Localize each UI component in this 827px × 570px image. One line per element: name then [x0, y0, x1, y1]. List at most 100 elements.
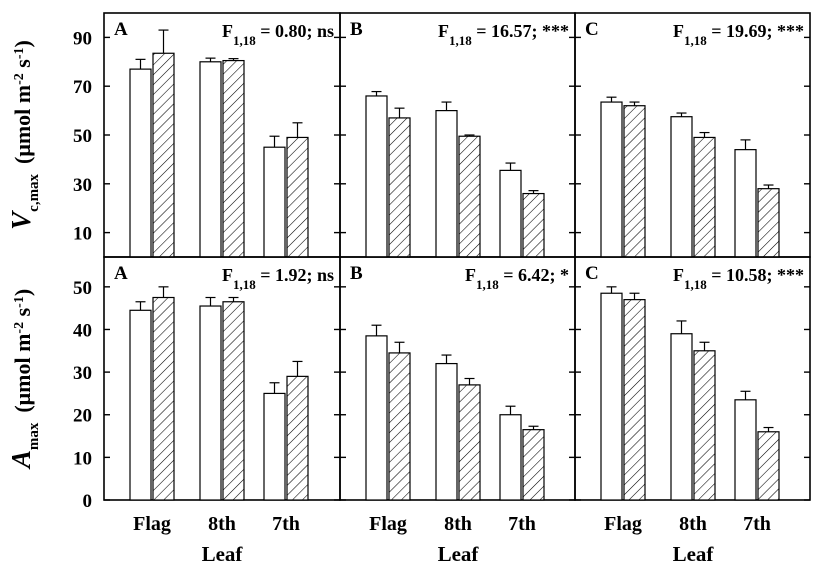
stat-prefix: F [438, 21, 449, 41]
bar-amax-1-open-2 [499, 414, 522, 501]
ylabel-close: ) [10, 40, 35, 47]
ytick-label-amax: 30 [73, 363, 92, 384]
ytick-label-vcmax: 90 [73, 28, 92, 49]
bar-vcmax-0-hatched-1 [222, 59, 245, 258]
bar-amax-2-open-2 [734, 399, 757, 501]
bar-vcmax-2-hatched-1 [693, 136, 716, 258]
bar-vcmax-1-hatched-2 [522, 192, 545, 258]
stat-subscript: 1,18 [233, 33, 256, 48]
bar-amax-2-hatched-2 [757, 431, 780, 501]
ylabel-symbol: V [6, 210, 36, 230]
ytick-label-amax: 40 [73, 320, 92, 341]
ytick-label-vcmax: 50 [73, 126, 92, 147]
bar-vcmax-1-hatched-1 [458, 135, 481, 258]
bar-amax-2-open-0 [600, 292, 623, 501]
stat-prefix: F [222, 21, 233, 41]
stat-suffix: = 10.58; *** [707, 265, 804, 285]
bar-vcmax-1-hatched-0 [388, 117, 411, 258]
x-category-label-0-0: Flag [133, 513, 171, 535]
stat-prefix: F [673, 21, 684, 41]
stat-suffix: = 1.92; ns [256, 265, 334, 285]
panel-label-amax-0: A [114, 263, 128, 284]
stat-subscript: 1,18 [476, 277, 499, 292]
bar-amax-2-hatched-0 [623, 299, 646, 501]
ylabel-exp2: -1 [12, 296, 27, 308]
bar-vcmax-0-open-0 [129, 68, 152, 258]
stat-annotation-amax-1: F1,18 = 6.42; * [465, 265, 569, 292]
bar-vcmax-2-hatched-0 [623, 105, 646, 258]
ytick-label-vcmax: 30 [73, 175, 92, 196]
ylabel-mid: s [10, 307, 35, 322]
ytick-label-amax: 20 [73, 406, 92, 427]
stat-subscript: 1,18 [233, 277, 256, 292]
x-category-label-1-0: Flag [369, 513, 407, 535]
bar-amax-1-open-1 [435, 362, 458, 501]
stat-subscript: 1,18 [684, 33, 707, 48]
x-category-label-2-0: Flag [604, 513, 642, 535]
bar-vcmax-0-hatched-2 [286, 136, 309, 258]
panel-label-vcmax-0: A [114, 19, 128, 40]
panel-label-vcmax-2: C [585, 19, 599, 40]
x-category-label-2-2: 7th [743, 513, 771, 535]
bar-vcmax-1-open-1 [435, 109, 458, 258]
x-category-label-1-2: 7th [508, 513, 536, 535]
ylabel-symbol: A [6, 450, 36, 470]
panel-label-amax-1: B [350, 263, 363, 284]
bar-amax-1-hatched-1 [458, 384, 481, 501]
bar-amax-1-hatched-2 [522, 429, 545, 501]
stat-annotation-vcmax-1: F1,18 = 16.57; *** [438, 21, 569, 48]
bar-amax-0-open-0 [129, 309, 152, 501]
panel-label-vcmax-1: B [350, 19, 363, 40]
stat-annotation-amax-0: F1,18 = 1.92; ns [222, 265, 334, 292]
bar-vcmax-2-open-1 [670, 116, 693, 258]
stat-prefix: F [465, 265, 476, 285]
x-axis-label-0: Leaf [202, 542, 244, 566]
y-axis-label-amax: Amax (μmol m-2 s-1) [6, 289, 42, 470]
ytick-label-amax: 50 [73, 278, 92, 299]
bar-amax-2-open-1 [670, 333, 693, 501]
ylabel-exp1: -2 [12, 73, 27, 85]
y-axis-label-vcmax: Vc,max (μmol m-2 s-1) [6, 40, 42, 230]
x-category-label-0-2: 7th [272, 513, 300, 535]
ytick-label-vcmax: 10 [73, 224, 92, 245]
bar-vcmax-0-hatched-0 [152, 52, 175, 258]
bar-vcmax-2-open-2 [734, 149, 757, 258]
ylabel-exp1: -2 [12, 322, 27, 334]
ytick-label-amax: 0 [83, 491, 93, 512]
bar-vcmax-1-open-0 [365, 95, 388, 258]
stat-suffix: = 6.42; * [499, 265, 569, 285]
x-category-label-0-1: 8th [208, 513, 236, 535]
x-axis-label-1: Leaf [438, 542, 480, 566]
ylabel-exp2: -1 [12, 47, 27, 59]
ytick-label-amax: 10 [73, 448, 92, 469]
x-category-label-2-1: 8th [679, 513, 707, 535]
stat-annotation-vcmax-2: F1,18 = 19.69; *** [673, 21, 804, 48]
x-category-label-1-1: 8th [444, 513, 472, 535]
ylabel-subscript: max [26, 422, 42, 450]
stat-prefix: F [673, 265, 684, 285]
ylabel-units: (μmol m [10, 85, 35, 164]
stat-annotation-amax-2: F1,18 = 10.58; *** [673, 265, 804, 292]
stat-suffix: = 19.69; *** [707, 21, 804, 41]
bar-amax-1-open-0 [365, 335, 388, 501]
bar-vcmax-1-open-2 [499, 169, 522, 258]
bar-amax-1-hatched-0 [388, 352, 411, 501]
ylabel-close: ) [10, 289, 35, 296]
stat-subscript: 1,18 [684, 277, 707, 292]
stat-annotation-vcmax-0: F1,18 = 0.80; ns [222, 21, 334, 48]
ylabel-subscript: c,max [26, 173, 42, 211]
stat-subscript: 1,18 [449, 33, 472, 48]
ytick-label-vcmax: 70 [73, 77, 92, 98]
ylabel-mid: s [10, 59, 35, 74]
bar-vcmax-0-open-1 [199, 61, 222, 258]
stat-suffix: = 0.80; ns [256, 21, 334, 41]
bar-amax-2-hatched-1 [693, 350, 716, 501]
x-axis-label-2: Leaf [673, 542, 715, 566]
panel-label-amax-2: C [585, 263, 599, 284]
bar-amax-0-hatched-0 [152, 296, 175, 501]
stat-suffix: = 16.57; *** [472, 21, 569, 41]
bar-vcmax-0-open-2 [263, 146, 286, 258]
bar-vcmax-2-hatched-2 [757, 188, 780, 258]
bar-amax-0-hatched-1 [222, 301, 245, 501]
